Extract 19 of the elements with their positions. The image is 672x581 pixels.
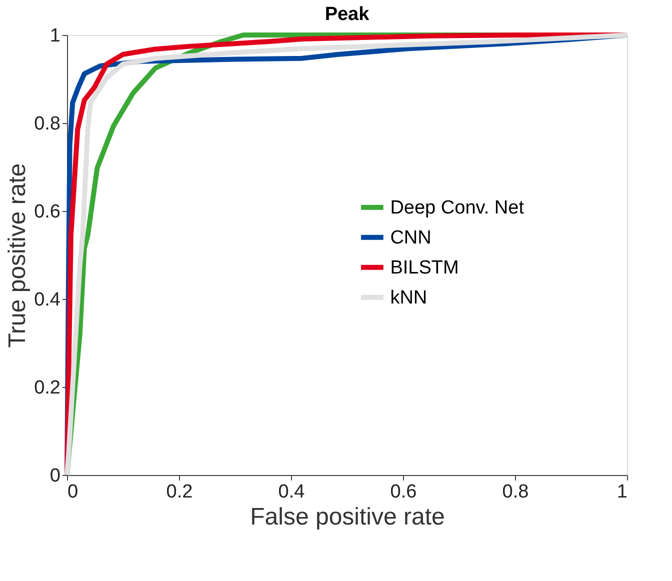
y-axis-title: True positive rate (4, 163, 32, 348)
y-tick-label: 0 (50, 466, 60, 486)
y-tick-label: 0.4 (34, 290, 61, 310)
y-tick-label: 1 (50, 26, 60, 46)
x-axis-title: False positive rate (250, 504, 445, 530)
x-tick-label: 1 (616, 482, 628, 502)
legend-label: BILSTM (390, 257, 459, 278)
x-tick-label: 0.4 (278, 482, 306, 502)
legend-label: Deep Conv. Net (390, 197, 525, 218)
x-tick-label: 0.8 (502, 482, 529, 502)
chart-title: Peak (324, 4, 370, 25)
x-tick-label: 0.6 (390, 482, 417, 502)
legend-label: kNN (390, 287, 428, 308)
legend-label: CNN (390, 227, 432, 248)
y-tick-label: 0.8 (34, 114, 60, 134)
y-tick-label: 0.2 (34, 378, 60, 398)
y-tick-label: 0.6 (34, 202, 60, 222)
x-tick-label: 0.2 (166, 482, 193, 502)
x-tick-label: 0 (68, 482, 78, 502)
